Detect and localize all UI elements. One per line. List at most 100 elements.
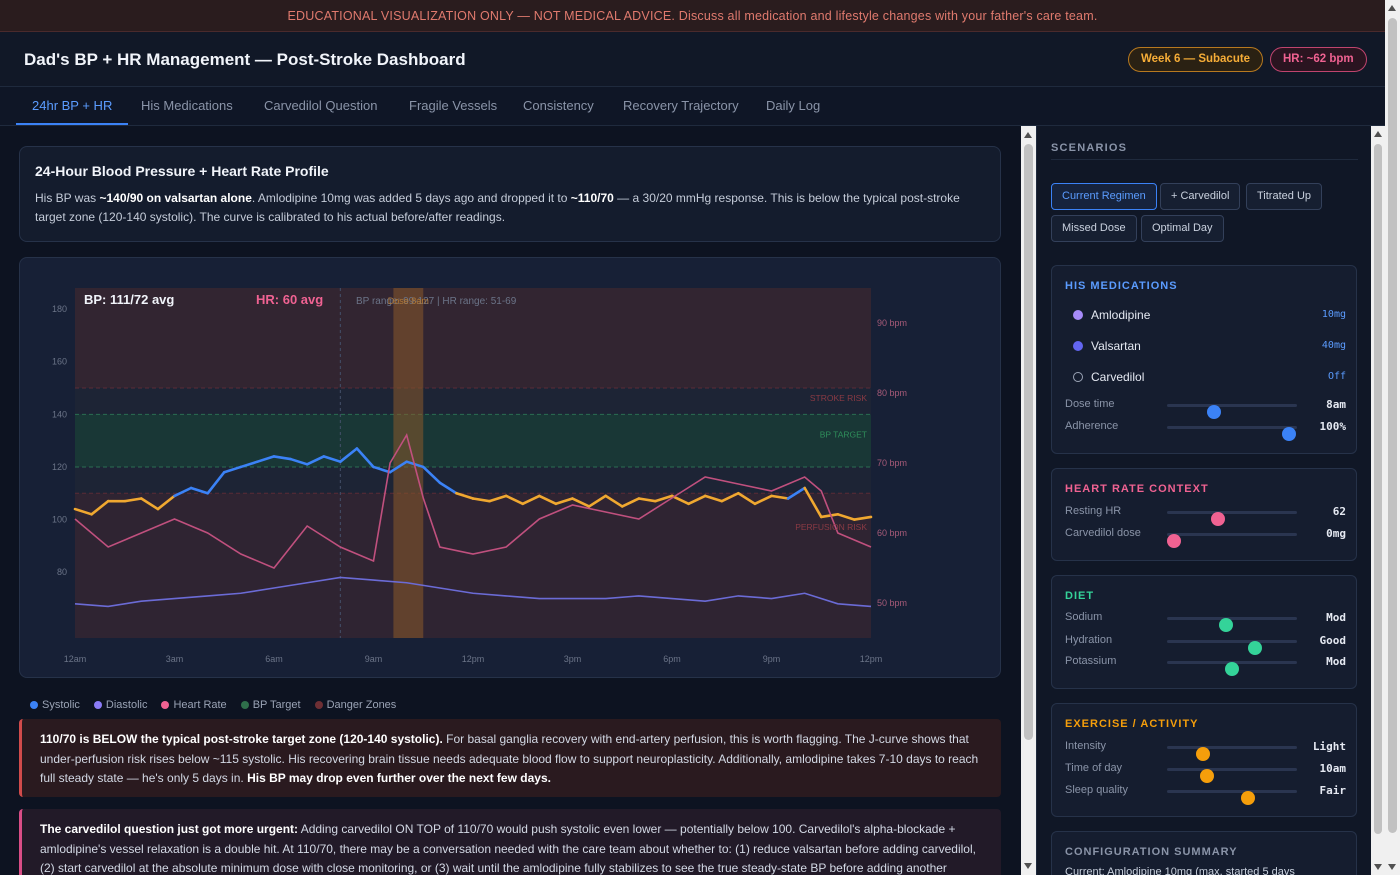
main-content: 24-Hour Blood Pressure + Heart Rate Prof… <box>0 126 1021 875</box>
sidebar-scrollbar[interactable] <box>1371 126 1385 875</box>
systolic-segment <box>836 513 856 521</box>
diet-panel: DIET Sodium Mod Hydration Good Potassium… <box>1051 575 1357 689</box>
systolic-segment <box>123 497 143 503</box>
tab-consistency[interactable]: Consistency <box>523 98 594 113</box>
window-scrollbar[interactable] <box>1385 0 1400 875</box>
scenario-missed-dose[interactable]: Missed Dose <box>1051 215 1137 242</box>
systolic-segment <box>222 465 243 474</box>
tab-daily-log[interactable]: Daily Log <box>766 98 821 113</box>
systolic-segment <box>372 465 392 474</box>
systolic-segment <box>554 497 574 506</box>
potassium-slider[interactable]: Potassium Mod <box>1065 653 1346 676</box>
systolic-segment <box>455 491 475 500</box>
potassium-knob[interactable] <box>1225 662 1239 676</box>
hydration-slider[interactable]: Hydration Good <box>1065 632 1346 655</box>
time-of-day-knob[interactable] <box>1200 769 1215 783</box>
main-scrollbar[interactable] <box>1021 126 1036 875</box>
hr-tick-label: 60 bpm <box>877 528 907 538</box>
systolic-segment <box>90 499 110 516</box>
y-tick-label: 80 <box>57 567 67 577</box>
systolic-segment <box>272 455 292 461</box>
bp-target-zone <box>75 414 871 467</box>
systolic-segment <box>322 455 342 463</box>
intensity-knob[interactable] <box>1196 747 1211 761</box>
systolic-segment <box>239 460 259 469</box>
legend-danger-zones: Danger Zones <box>314 699 396 711</box>
tab-fragile-vessels[interactable]: Fragile Vessels <box>409 98 498 113</box>
sidebar-scroll-thumb[interactable] <box>1374 144 1382 834</box>
carvedilol-dose-knob[interactable] <box>1166 534 1181 548</box>
tab-recovery-trajectory[interactable]: Recovery Trajectory <box>623 98 739 113</box>
hr-tick-label: 80 bpm <box>877 388 907 398</box>
tab-bar: 24hr BP + HR His Medications Carvedilol … <box>0 87 1385 126</box>
scenario-carvedilol[interactable]: + Carvedilol <box>1160 183 1241 210</box>
intensity-slider[interactable]: Intensity Light <box>1065 738 1346 761</box>
med-carvedilol[interactable]: Carvedilol Off <box>1065 369 1346 387</box>
dose-label: Dose 8am <box>388 296 429 306</box>
systolic-segment <box>256 455 276 463</box>
dose-time-slider[interactable]: Dose time 8am <box>1065 396 1346 419</box>
time-of-day-slider[interactable]: Time of day 10am <box>1065 760 1346 783</box>
dose-time-knob[interactable] <box>1206 405 1221 419</box>
resting-hr-knob[interactable] <box>1210 512 1225 526</box>
systolic-segment <box>305 455 326 466</box>
systolic-segment <box>289 457 309 466</box>
med-valsartan[interactable]: Valsartan 40mg <box>1065 338 1346 356</box>
systolic-segment <box>720 491 740 503</box>
systolic-segment <box>571 497 591 508</box>
systolic-segment <box>770 494 790 500</box>
scenario-optimal-day[interactable]: Optimal Day <box>1141 215 1224 242</box>
adherence-slider[interactable]: Adherence 100% <box>1065 418 1346 441</box>
sodium-slider[interactable]: Sodium Mod <box>1065 609 1346 632</box>
systolic-segment <box>538 494 558 506</box>
scenario-current-regimen[interactable]: Current Regimen <box>1051 183 1157 210</box>
scroll-down-arrow-icon[interactable] <box>1024 863 1032 869</box>
hr-tick-label: 50 bpm <box>877 598 907 608</box>
sleep-quality-slider[interactable]: Sleep quality Fair <box>1065 782 1346 805</box>
systolic-segment <box>189 486 209 495</box>
sleep-quality-knob[interactable] <box>1240 791 1255 805</box>
window-scroll-thumb[interactable] <box>1388 18 1397 833</box>
sodium-knob[interactable] <box>1218 618 1233 632</box>
carvedilol-dose-slider[interactable]: Carvedilol dose 0mg <box>1065 525 1346 548</box>
scroll-up-arrow-icon[interactable] <box>1024 132 1032 138</box>
exercise-title: EXERCISE / ACTIVITY <box>1065 718 1199 730</box>
adherence-knob[interactable] <box>1282 427 1297 441</box>
sidebar-scroll-down-icon[interactable] <box>1374 864 1382 870</box>
window-scroll-up-icon[interactable] <box>1388 5 1396 11</box>
tab-24hr-bp-hr[interactable]: 24hr BP + HR <box>16 87 129 125</box>
perfusion-risk-label: PERFUSION RISK <box>795 522 867 532</box>
x-tick-label: 3pm <box>564 654 582 664</box>
summary-panel: CONFIGURATION SUMMARY Current: Amlodipin… <box>1051 831 1357 875</box>
sidebar-scroll-up-icon[interactable] <box>1374 131 1382 137</box>
systolic-segment <box>786 486 806 500</box>
heart-rate-line <box>74 432 872 569</box>
systolic-segment <box>521 494 541 506</box>
x-tick-label: 3am <box>166 654 184 664</box>
scenario-titrated-up[interactable]: Titrated Up <box>1246 183 1323 210</box>
y-tick-label: 140 <box>52 409 67 419</box>
systolic-segment <box>670 494 690 506</box>
summary-text: Current: Amlodipine 10mg (max, started 5… <box>1065 866 1295 875</box>
x-tick-label: 12pm <box>860 654 883 664</box>
systolic-segment <box>703 494 724 503</box>
resting-hr-slider[interactable]: Resting HR 62 <box>1065 503 1346 526</box>
tab-carvedilol-question[interactable]: Carvedilol Question <box>264 98 378 113</box>
stroke-risk-zone <box>75 288 871 388</box>
systolic-segment <box>388 460 408 474</box>
tab-his-medications[interactable]: His Medications <box>141 98 233 113</box>
med-amlodipine[interactable]: Amlodipine 10mg <box>1065 307 1346 325</box>
systolic-segment <box>355 447 375 469</box>
heart-rate-title: HEART RATE CONTEXT <box>1065 483 1209 495</box>
systolic-segment <box>173 486 193 498</box>
legend-diastolic: Diastolic <box>93 699 147 711</box>
systolic-segment <box>504 494 525 506</box>
window-scroll-down-icon[interactable] <box>1388 864 1396 870</box>
hydration-knob[interactable] <box>1248 641 1263 655</box>
systolic-segment <box>140 497 160 511</box>
y-tick-label: 120 <box>52 462 67 472</box>
systolic-segment <box>637 497 657 503</box>
scenarios-label: SCENARIOS <box>1051 142 1128 154</box>
main-scroll-thumb[interactable] <box>1024 144 1033 740</box>
systolic-segment <box>654 494 674 503</box>
